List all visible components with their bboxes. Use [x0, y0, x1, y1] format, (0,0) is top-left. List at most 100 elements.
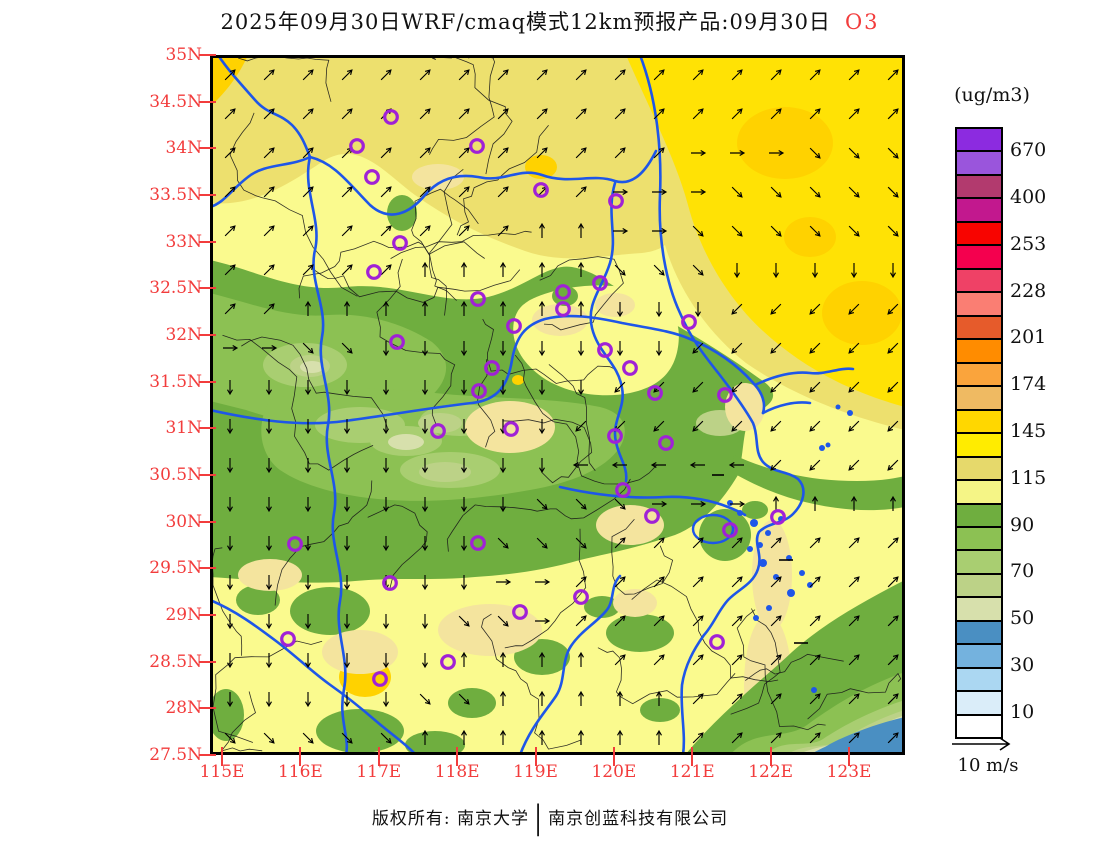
lat-tick-mark: [199, 194, 216, 196]
wind-arrow: [653, 576, 665, 588]
wind-arrow: [263, 186, 275, 198]
wind-arrow: [536, 147, 548, 159]
wind-arrow: [691, 189, 707, 195]
wind-arrow: [266, 653, 272, 669]
wind-arrow: [578, 300, 584, 316]
wind-arrow: [344, 614, 350, 630]
county-boundary: [736, 609, 826, 731]
county-boundary: [730, 608, 781, 715]
station-marker: [709, 634, 725, 650]
wind-arrow: [578, 651, 584, 667]
wind-arrow: [692, 342, 704, 354]
station-marker: [364, 169, 380, 185]
wind-arrow: [458, 147, 470, 159]
wind-arrow: [461, 729, 467, 745]
wind-arrow: [266, 419, 272, 435]
colorbar-box: [957, 668, 1001, 693]
wind-arrow: [848, 342, 860, 354]
county-boundary: [390, 230, 532, 259]
wind-arrow: [263, 264, 275, 276]
station-marker: [471, 383, 487, 399]
station-marker: [607, 428, 623, 444]
wind-arrow: [539, 380, 545, 396]
wind-arrow: [302, 147, 314, 159]
wind-arrow: [263, 732, 275, 744]
wind-arrow: [731, 537, 743, 549]
station-marker: [440, 654, 456, 670]
lat-tick-label: 27.5N: [149, 745, 202, 765]
wind-arrow: [341, 186, 353, 198]
lat-tick-mark: [199, 334, 216, 336]
wind-arrow: [263, 303, 275, 315]
province-border-6: [210, 314, 766, 425]
wind-arrow: [539, 341, 545, 357]
wind-arrow: [809, 108, 821, 120]
colorbar-box: [957, 152, 1001, 176]
wind-arrow: [692, 615, 704, 627]
colorbar-tick-label: 670: [1010, 139, 1047, 162]
wind-arrow: [224, 732, 236, 744]
station-marker: [280, 631, 296, 647]
wind-arrow: [539, 300, 545, 316]
wind-arrow: [380, 69, 392, 81]
wind-arrow: [227, 692, 233, 708]
wind-arrow: [461, 300, 467, 316]
wind-arrow: [341, 264, 353, 276]
colorbar-box: [957, 504, 1001, 528]
wind-arrow: [302, 225, 314, 237]
lon-tick-mark: [848, 747, 850, 766]
county-boundary: [220, 691, 263, 752]
wind-arrow: [809, 576, 821, 588]
wind-arrow: [497, 108, 509, 120]
station-marker: [722, 522, 738, 538]
wind-arrow: [887, 108, 899, 120]
wind-arrow: [653, 147, 665, 159]
lon-tick-mark: [221, 747, 223, 766]
lon-tick-label: 121E: [669, 762, 715, 782]
wind-arrow: [539, 458, 545, 474]
wind-arrow: [305, 536, 311, 552]
wind-arrow: [848, 459, 860, 471]
province-border-12: [210, 598, 418, 755]
province-border-8: [761, 401, 812, 415]
county-boundary: [456, 125, 549, 236]
station-marker: [597, 342, 613, 358]
island: [747, 546, 753, 552]
wind-arrow: [887, 186, 899, 198]
wind-arrow: [224, 225, 236, 237]
wind-arrow: [887, 147, 899, 159]
county-boundary: [241, 336, 389, 430]
island: [753, 615, 759, 621]
lat-tick-label: 29N: [165, 605, 202, 625]
wind-arrow: [461, 458, 467, 474]
wind-arrow: [572, 462, 588, 468]
wind-arrow: [614, 615, 626, 627]
wind-arrow: [773, 495, 779, 511]
lat-tick-label: 34.5N: [149, 91, 202, 112]
wind-arrow: [344, 380, 350, 396]
wind-arrow: [730, 150, 746, 156]
station-marker: [506, 318, 522, 334]
lat-tick-mark: [199, 147, 216, 150]
wind-arrow: [809, 693, 821, 705]
wind-arrow: [692, 69, 704, 81]
region-gold-spot-sea-2: [822, 281, 902, 345]
wind-arrow: [461, 261, 467, 277]
wind-arrow: [692, 654, 704, 666]
wind-arrow: [578, 261, 584, 277]
station-marker: [484, 360, 500, 376]
wind-arrow: [848, 303, 860, 315]
province-border-2: [210, 155, 312, 209]
wind-arrow: [458, 69, 470, 81]
wind-arrow: [770, 732, 782, 744]
county-boundary: [367, 504, 428, 591]
wind-arrow: [728, 462, 744, 468]
lat-tick-mark: [199, 287, 216, 290]
wind-arrow: [341, 225, 353, 237]
wind-arrow: [305, 300, 311, 316]
wind-arrow: [380, 225, 392, 237]
wind-arrow: [575, 186, 587, 198]
county-boundary: [411, 188, 479, 301]
colorbar-box: [957, 527, 1001, 552]
region-green-blob-s6: [448, 688, 496, 718]
